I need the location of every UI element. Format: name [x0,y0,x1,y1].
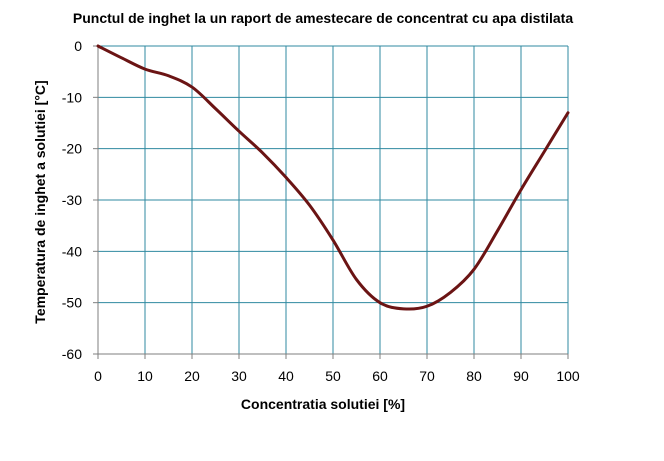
y-tick-label: -60 [62,346,82,362]
x-tick-label: 40 [278,368,294,384]
y-tick-label: -40 [62,243,82,259]
axes [93,45,569,359]
y-tick-label: -30 [62,192,82,208]
x-tick-label: 60 [372,368,388,384]
y-tick-label: -50 [62,295,82,311]
grid-lines [98,45,569,354]
x-tick-label: 100 [556,368,580,384]
y-tick-label: -10 [62,89,82,105]
x-tick-label: 30 [231,368,247,384]
x-tick-label: 10 [137,368,153,384]
y-tick-label: -20 [62,141,82,157]
x-tick-label: 20 [184,368,200,384]
tick-labels: 0 10 20 30 40 50 60 70 80 90 100 0 -10 -20 -30 -40 -50 -6… [62,38,580,384]
x-tick-label: 50 [325,368,341,384]
x-tick-label: 0 [94,368,102,384]
y-axis-title: Temperatura de inghet a solutiei [°C] [32,80,48,323]
series-layer [96,44,570,311]
x-tick-label: 80 [466,368,482,384]
x-tick-label: 90 [513,368,529,384]
x-axis-title: Concentratia solutiei [%] [241,396,405,412]
x-tick-label: 70 [419,368,435,384]
y-tick-label: 0 [74,38,82,54]
series-line [96,44,570,311]
chart-title: Punctul de inghet la un raport de ameste… [73,10,573,26]
